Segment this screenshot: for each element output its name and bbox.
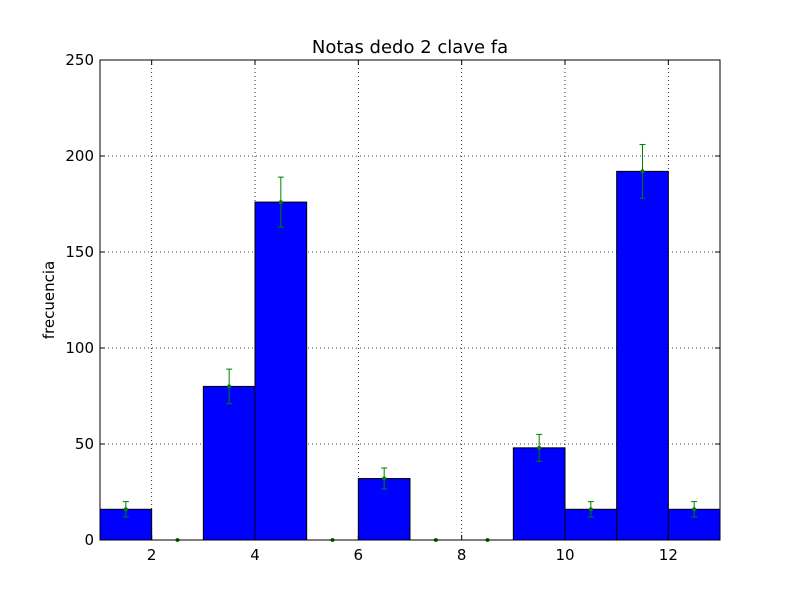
plot-frame xyxy=(99,59,721,541)
error-point xyxy=(227,384,232,389)
y-tick-label: 150 xyxy=(65,243,94,261)
x-tick-label: 4 xyxy=(250,546,260,564)
chart-title: Notas dedo 2 clave fa xyxy=(312,37,508,58)
y-tick-label: 0 xyxy=(84,531,94,549)
y-axis-label: frecuencia xyxy=(40,261,58,339)
y-tick-label: 250 xyxy=(65,51,94,69)
bar xyxy=(202,385,256,541)
bars xyxy=(99,170,721,541)
x-tick-label: 8 xyxy=(457,546,467,564)
bar xyxy=(512,447,566,541)
x-tick-label: 12 xyxy=(659,546,678,564)
x-tick-label: 6 xyxy=(354,546,364,564)
error-point xyxy=(588,507,593,512)
y-tick-label: 50 xyxy=(75,435,94,453)
y-tick-label: 100 xyxy=(65,339,94,357)
error-point xyxy=(537,445,542,450)
error-point xyxy=(692,507,697,512)
y-tick-labels: 0 50 100 150 200 250 xyxy=(65,51,94,549)
bar xyxy=(254,201,308,541)
x-tick-labels: 2 4 6 8 10 12 xyxy=(147,546,678,564)
y-tick-label: 200 xyxy=(65,147,94,165)
error-point xyxy=(278,200,283,205)
error-point xyxy=(382,476,387,481)
error-point xyxy=(123,507,128,512)
error-point xyxy=(640,169,645,174)
bar xyxy=(616,170,669,541)
axis-ticks xyxy=(100,59,720,541)
x-tick-label: 10 xyxy=(555,546,574,564)
x-tick-label: 2 xyxy=(147,546,157,564)
